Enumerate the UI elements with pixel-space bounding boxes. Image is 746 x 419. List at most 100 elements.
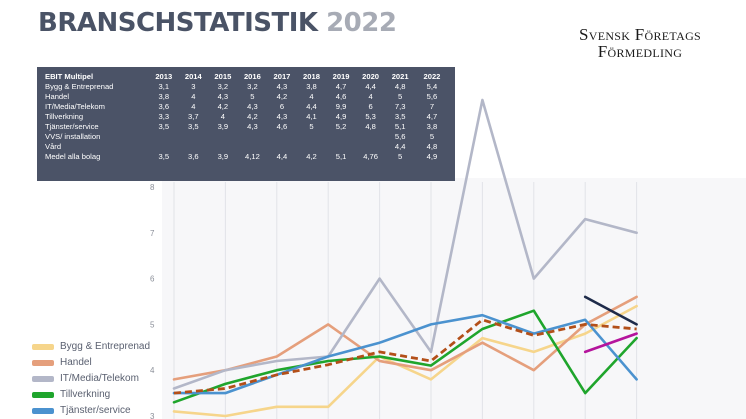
logo-line-1: Svensk Företags	[578, 25, 702, 44]
row-label: IT/Media/Telekom	[45, 102, 105, 111]
table-cell	[297, 132, 327, 142]
table-cell	[208, 142, 238, 152]
table-row: VVS/ installation 5,6 5	[37, 132, 455, 142]
table-cell: 4,8	[365, 122, 376, 131]
table-cell: 4,2	[247, 112, 258, 121]
table-cell: 5,6	[426, 92, 438, 101]
row-label: Vård	[45, 142, 62, 151]
table-cell: 4,4	[365, 82, 376, 91]
table-cell: 4	[191, 92, 196, 101]
year-header: 2016	[243, 72, 261, 81]
table-cell: 3,8	[158, 92, 170, 101]
page-title: BRANSCHSTATISTIK 2022	[38, 8, 397, 38]
legend-item: IT/Media/Telekom	[32, 373, 139, 384]
legend-swatch	[32, 407, 54, 414]
table-cell	[326, 142, 356, 152]
table-cell: 9,9	[335, 102, 347, 111]
row-label: Medel alla bolag	[45, 152, 101, 161]
plot-area	[162, 178, 746, 419]
title-year: 2022	[326, 8, 397, 38]
table-cell: 4,3	[276, 112, 288, 121]
table-cell: 4,4	[306, 102, 317, 111]
year-header: 2021	[391, 72, 409, 81]
y-tick-label: 7	[150, 229, 155, 238]
legend-item: Handel	[32, 357, 92, 368]
table-cell: 3,2	[247, 82, 258, 91]
year-header: 2017	[273, 72, 291, 81]
table-cell: 4,1	[306, 112, 317, 121]
table-cell: 4,2	[306, 152, 317, 161]
series-line	[583, 295, 638, 326]
table-cell: 4,4	[276, 152, 288, 161]
table-cell: 3,8	[306, 82, 317, 91]
table-cell: 3,3	[158, 112, 170, 121]
legend-label: IT/Media/Telekom	[60, 373, 139, 384]
year-header: 2013	[155, 72, 173, 81]
table-cell	[356, 132, 386, 142]
table-cell: 4,9	[335, 112, 347, 121]
table-cell: 4,6	[335, 92, 347, 101]
table-cell: 4,6	[276, 122, 288, 131]
legend-swatch	[32, 375, 54, 382]
series-line	[172, 309, 638, 404]
table-cell: 3,2	[217, 82, 229, 91]
table-cell	[238, 132, 268, 142]
table-cell: 4,12	[245, 152, 260, 161]
table-cell: 4	[220, 112, 225, 121]
table-row: Bygg & Entreprenad 3,1 3 3,2 3,2 4,3 3,8 4,7 4,4…	[37, 82, 455, 92]
table-cell	[356, 142, 386, 152]
table-cell: 3	[191, 82, 196, 91]
row-label: Tjänster/service	[45, 122, 99, 131]
company-logo: Svensk Företags Förmedling	[570, 26, 710, 60]
table-cell: 5,1	[335, 152, 347, 161]
year-header: 2019	[332, 72, 350, 81]
series-line	[173, 318, 637, 395]
year-header: 2014	[184, 72, 202, 81]
legend-swatch	[32, 391, 54, 398]
table-cell: 5,3	[365, 112, 376, 121]
table-cell: 5,1	[394, 122, 406, 131]
table-body: Bygg & Entreprenad 3,1 3 3,2 3,2 4,3 3,8 4,7 4,4…	[37, 82, 455, 162]
year-header: 2020	[362, 72, 380, 81]
table-cell: 3,1	[158, 82, 170, 91]
table-cell	[208, 132, 238, 142]
table-cell: 3,5	[158, 122, 170, 131]
legend-item: Tillverkning	[32, 389, 110, 400]
series-line	[172, 295, 638, 381]
table-cell: 4,9	[426, 152, 438, 161]
table-cell: 5,2	[335, 122, 347, 131]
table-cell: 4,3	[217, 92, 229, 101]
table-cell: 6	[368, 102, 373, 111]
y-tick-label: 8	[150, 183, 155, 192]
table-cell	[179, 142, 209, 152]
table-cell: 4,3	[247, 122, 258, 131]
table-cell: 6	[279, 102, 285, 111]
year-header: 2018	[303, 72, 320, 81]
table-row: IT/Media/Telekom 3,6 4 4,2 4,3 6 4,4 9,9 6 7,3 7	[37, 102, 455, 112]
table-cell: 4,8	[394, 82, 406, 91]
series-line	[172, 98, 638, 390]
table-cell: 7,3	[394, 102, 406, 111]
table-cell	[179, 132, 209, 142]
table-cell: 4	[368, 92, 373, 101]
table-cell: 5	[309, 122, 314, 131]
table-cell: 5	[398, 92, 403, 101]
row-label: VVS/ installation	[45, 132, 101, 141]
y-tick-label: 6	[150, 275, 155, 284]
table-cell: 7	[429, 102, 435, 111]
table-cell: 4,7	[426, 112, 438, 121]
table-cell: 3,7	[188, 112, 199, 121]
table-header-label: EBIT Multipel	[45, 72, 94, 81]
table-cell: 4,8	[426, 142, 438, 151]
row-label: Handel	[45, 92, 70, 101]
table-cell: 3,6	[158, 102, 170, 111]
table-cell: 3,8	[426, 122, 438, 131]
table-cell: 3,9	[217, 152, 229, 161]
series-line	[172, 313, 638, 395]
table-cell: 5,4	[426, 82, 438, 91]
legend-label: Tjänster/service	[60, 405, 131, 416]
table-cell	[267, 132, 297, 142]
title-main: BRANSCHSTATISTIK	[38, 8, 318, 38]
table-row: Handel 3,8 4 4,3 5 4,2 4 4,6 4 5 5,6	[37, 92, 455, 102]
